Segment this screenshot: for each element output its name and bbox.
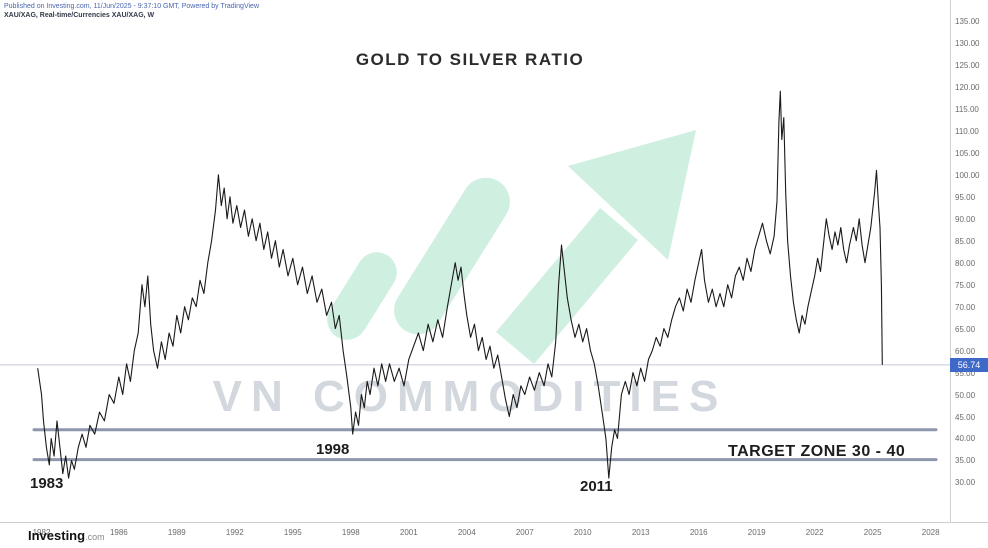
price-axis-label: 125.00 (955, 60, 980, 70)
investing-logo: Investing.com (28, 527, 105, 545)
price-axis-label: 95.00 (955, 192, 976, 202)
price-axis-label: 90.00 (955, 214, 976, 224)
logo-tld: .com (85, 532, 105, 542)
time-axis-label: 1995 (283, 528, 302, 537)
price-axis-label: 115.00 (955, 104, 979, 114)
time-axis-label: 2007 (515, 528, 534, 537)
price-axis-label: 100.00 (955, 170, 980, 180)
price-axis-label: 30.00 (955, 478, 976, 488)
time-axis-label: 1998 (341, 528, 360, 537)
price-axis-label: 80.00 (955, 258, 976, 268)
symbol-info: XAU/XAG, Real-time/Currencies XAU/XAG, W (4, 12, 155, 19)
time-axis-label: 1986 (109, 528, 128, 537)
price-axis-label: 75.00 (955, 280, 976, 290)
price-axis-label: 60.00 (955, 346, 976, 356)
price-axis-label: 65.00 (955, 324, 976, 334)
price-axis-label: 135.00 (955, 16, 980, 26)
annotation-2011: 2011 (580, 478, 613, 495)
logo-name: Investing (28, 528, 86, 543)
price-axis-label: 120.00 (955, 82, 980, 92)
time-axis-label: 2025 (863, 528, 882, 537)
watermark-text: VN COMMODITIES (212, 372, 728, 421)
price-axis-label: 105.00 (955, 148, 980, 158)
time-axis-label: 2013 (631, 528, 650, 537)
price-axis-label: 85.00 (955, 236, 976, 246)
time-axis-label: 1992 (225, 528, 244, 537)
publish-info: Published on Investing.com, 11/Jun/2025 … (4, 3, 260, 10)
price-axis-label: 50.00 (955, 390, 976, 400)
chart-title: GOLD TO SILVER RATIO (355, 50, 585, 69)
price-axis-label: 40.00 (955, 434, 976, 444)
time-axis-label: 2010 (573, 528, 592, 537)
time-axis-label: 1989 (167, 528, 186, 537)
time-axis-label: 2019 (747, 528, 766, 537)
last-price-badge: 56.74 (950, 357, 988, 372)
time-axis-label: 2001 (399, 528, 418, 537)
time-axis-label: 2016 (689, 528, 708, 537)
annotation-1998: 1998 (316, 441, 350, 458)
annotation-1983: 1983 (30, 475, 64, 492)
watermark-arrow-icon (327, 130, 696, 364)
time-axis[interactable]: 1982 1986 1989 1992 1995 1998 2001 2004 2007 2010… (0, 522, 988, 548)
price-axis[interactable]: 135.00 130.00 125.00 120.00 115.00 110.00 105.… (950, 0, 988, 522)
price-axis-label: 130.00 (955, 38, 980, 48)
price-axis-label: 70.00 (955, 302, 976, 312)
price-axis-label: 35.00 (955, 456, 976, 466)
time-axis-label: 2004 (457, 528, 476, 537)
price-chart[interactable] (0, 0, 950, 522)
price-axis-label: 110.00 (955, 126, 979, 136)
price-axis-label: 45.00 (955, 412, 976, 422)
time-axis-label: 2022 (805, 528, 824, 537)
chart-meta: Published on Investing.com, 11/Jun/2025 … (4, 2, 259, 20)
price-axis-label: 55.00 (955, 368, 976, 378)
annotation-target-zone: TARGET ZONE 30 - 40 (728, 443, 906, 460)
time-axis-label: 1982 (32, 528, 51, 537)
time-axis-label: 2028 (921, 528, 940, 537)
